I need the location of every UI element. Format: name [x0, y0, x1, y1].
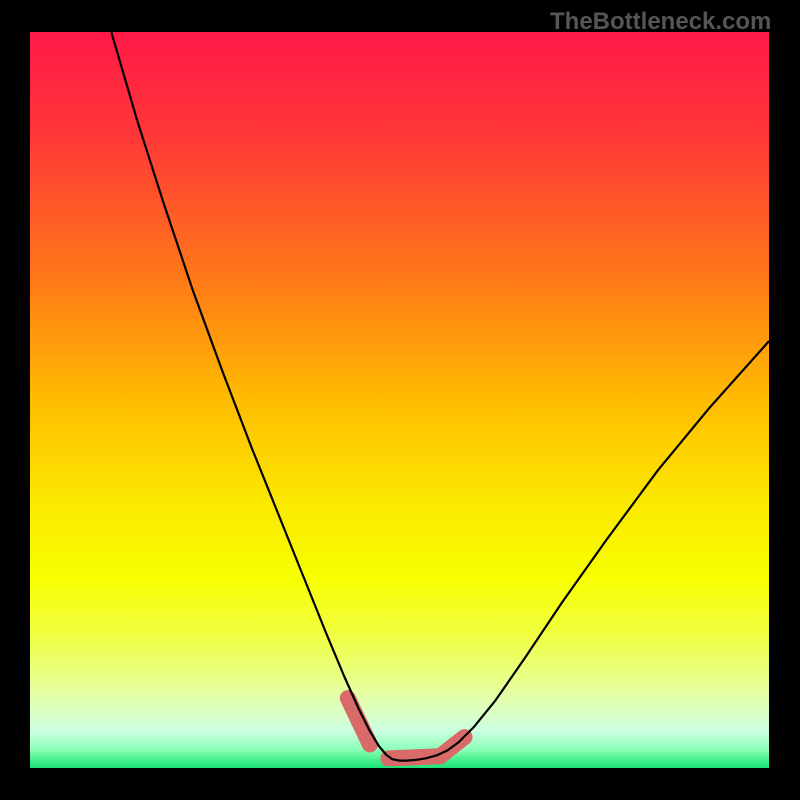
gradient-background	[30, 32, 769, 768]
plot-svg	[30, 32, 769, 768]
canvas: TheBottleneck.com	[0, 0, 800, 800]
plot-area	[30, 32, 769, 768]
watermark-text: TheBottleneck.com	[550, 8, 771, 36]
